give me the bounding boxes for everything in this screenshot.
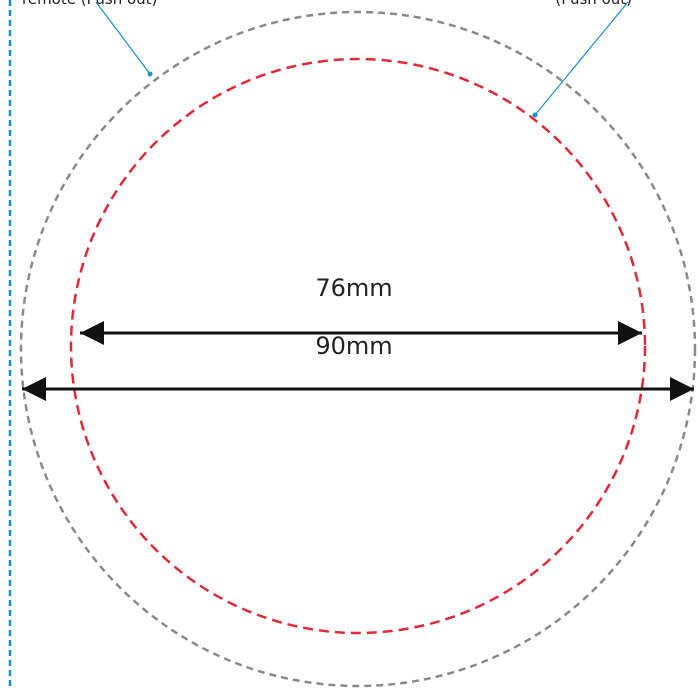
- leader-line: [95, 1, 151, 75]
- leader-dot: [532, 112, 538, 118]
- leader-dot: [147, 71, 153, 77]
- callout-label: remote (Push out): [22, 0, 157, 8]
- dimension-label: 90mm: [315, 332, 392, 360]
- outer-circle: [19, 10, 697, 688]
- leader-line: [534, 1, 629, 116]
- dimension-label: 76mm: [315, 274, 392, 302]
- inner-circle: [69, 57, 647, 635]
- callout-label: (Push out): [555, 0, 632, 8]
